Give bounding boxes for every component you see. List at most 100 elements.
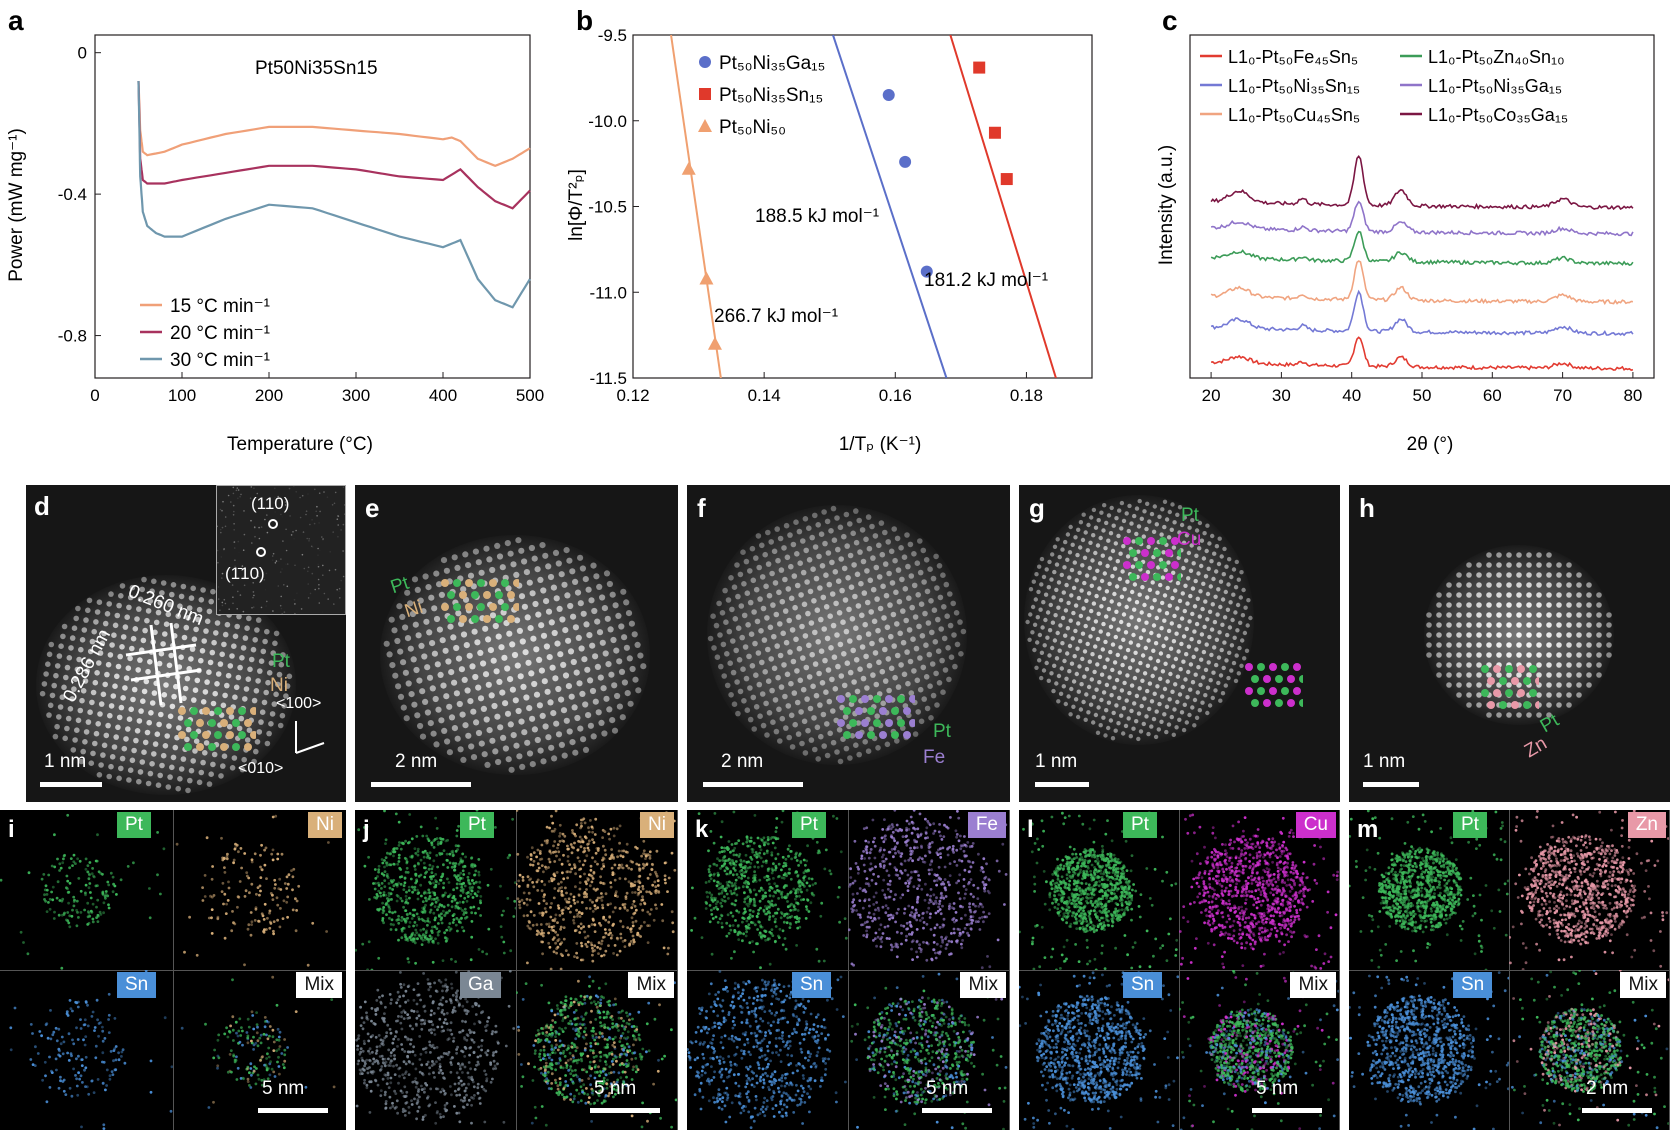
atom-overlay-g1 bbox=[1123, 537, 1181, 581]
micrograph-f: f Pt Fe 2 nm bbox=[687, 485, 1010, 802]
scale-label-h: 1 nm bbox=[1363, 751, 1406, 772]
scale-bar-l bbox=[1252, 1108, 1322, 1113]
scale-label-d: 1 nm bbox=[44, 751, 87, 772]
eds-quadrant-m-br bbox=[1511, 970, 1670, 1130]
fft-inset: (110) (1̄10) bbox=[216, 485, 346, 615]
eds-quadrant-i-tr bbox=[173, 814, 346, 971]
panel-label-i: i bbox=[8, 816, 15, 843]
series-line-1 bbox=[1210, 289, 1634, 337]
eds-quadrant-l-tl bbox=[1019, 810, 1180, 971]
x-tick-label: 0.14 bbox=[748, 386, 781, 405]
legend-label: L1₀-Pt₅₀Cu₄₅Sn₅ bbox=[1228, 105, 1360, 125]
panel-label-l: l bbox=[1027, 816, 1034, 843]
element-label-pt: Pt bbox=[272, 651, 290, 672]
x-tick-label: 300 bbox=[342, 386, 370, 405]
x-tick-label: 100 bbox=[168, 386, 196, 405]
eds-quadrant-j-tr bbox=[516, 810, 678, 971]
direction-arrows bbox=[295, 721, 325, 754]
chart-c-xlabel: 2θ (°) bbox=[1407, 434, 1454, 455]
legend-label: Pt₅₀Ni₅₀ bbox=[719, 117, 786, 138]
panel-label-e: e bbox=[365, 493, 380, 523]
fft-label-110: (110) bbox=[251, 494, 290, 513]
x-tick-label: 60 bbox=[1483, 386, 1502, 405]
element-label-fe: Fe bbox=[923, 747, 946, 768]
chart-c-ylabel: Intensity (a.u.) bbox=[1156, 145, 1177, 265]
eds-element-label: Fe bbox=[967, 812, 1006, 838]
element-label-pt: Pt bbox=[933, 721, 951, 742]
series-line-3 bbox=[1210, 230, 1634, 266]
x-tick-label: 400 bbox=[429, 386, 457, 405]
series-line-5 bbox=[1210, 154, 1634, 211]
eds-quadrant-i-tl bbox=[0, 810, 174, 971]
eds-element-label: Mix bbox=[1620, 972, 1666, 998]
x-tick-label: 0.18 bbox=[1010, 386, 1043, 405]
direction-label-100: <100> bbox=[276, 695, 322, 712]
data-point bbox=[882, 89, 895, 102]
chart-b: b 0.12 0.14 0.16 0.18 -9.5 -10.0 -10.5 -11.0 -11… bbox=[566, 5, 1093, 455]
y-tick-label: -11.0 bbox=[590, 283, 628, 302]
scale-bar-f bbox=[703, 782, 803, 787]
eds-map-m: Pt Zn Sn Mix m 2 nm bbox=[1349, 810, 1670, 1130]
legend-marker bbox=[699, 88, 711, 100]
x-tick-label: 70 bbox=[1553, 386, 1572, 405]
data-point bbox=[707, 336, 722, 350]
eds-element-label: Pt bbox=[1123, 812, 1157, 838]
eds-quadrant-i-br bbox=[180, 975, 336, 1113]
fit-line-0 bbox=[832, 35, 948, 378]
atom-overlay-g2 bbox=[1245, 663, 1303, 707]
data-point bbox=[973, 61, 986, 74]
x-tick-label: 40 bbox=[1342, 386, 1361, 405]
eds-element-label: Cu bbox=[1295, 812, 1336, 838]
lattice-spacing-markers bbox=[125, 622, 202, 706]
legend-label: L1₀-Pt₅₀Ni₃₅Ga₁₅ bbox=[1428, 76, 1562, 96]
eds-quadrant-j-tl bbox=[355, 810, 517, 971]
legend-label: 15 °C min⁻¹ bbox=[170, 296, 270, 317]
data-point bbox=[699, 271, 714, 285]
data-point bbox=[681, 161, 696, 175]
y-tick-label: -0.4 bbox=[58, 185, 87, 204]
micrograph-d: (110) (1̄10) d 0.260 nm 0.286 nm Pt Ni <… bbox=[26, 485, 346, 802]
panel-label-k: k bbox=[695, 816, 709, 843]
atom-overlay-d bbox=[178, 707, 256, 751]
eds-element-label: Pt bbox=[460, 812, 494, 838]
scale-label-j: 5 nm bbox=[594, 1078, 637, 1099]
series-line-4 bbox=[1210, 200, 1634, 237]
eds-map-j: Pt Ni Ga Mix j 5 nm bbox=[355, 810, 678, 1130]
eds-quadrant-j-br bbox=[516, 970, 678, 1130]
panel-label-m: m bbox=[1357, 816, 1379, 843]
panel-label-h: h bbox=[1359, 493, 1375, 523]
scale-bar-e bbox=[371, 782, 471, 787]
eds-element-label: Pt bbox=[792, 812, 826, 838]
fft-label-1-10: (1̄10) bbox=[225, 564, 265, 583]
eds-element-label: Ni bbox=[640, 812, 674, 838]
x-tick-label: 0.16 bbox=[879, 386, 912, 405]
legend-label: L1₀-Pt₅₀Ni₃₅Sn₁₅ bbox=[1228, 76, 1360, 96]
legend-marker bbox=[698, 119, 712, 132]
eds-element-label: Mix bbox=[1290, 972, 1336, 998]
eds-map-k: Pt Fe Sn Mix k 5 nm bbox=[687, 810, 1010, 1130]
activation-energy-label: 266.7 kJ mol⁻¹ bbox=[714, 306, 838, 327]
y-tick-label: -10.0 bbox=[588, 112, 627, 131]
eds-quadrant-k-br bbox=[850, 970, 1010, 1130]
legend-label: 30 °C min⁻¹ bbox=[170, 350, 270, 371]
micrograph-e: e Pt Ni 2 nm bbox=[355, 485, 678, 802]
series-line-0 bbox=[137, 80, 531, 167]
chart-a-ylabel: Power (mW mg⁻¹) bbox=[6, 128, 27, 282]
x-tick-label: 20 bbox=[1202, 386, 1221, 405]
data-point bbox=[899, 155, 912, 168]
element-label-pt: Pt bbox=[1181, 505, 1199, 526]
eds-element-label: Sn bbox=[1453, 972, 1493, 998]
panel-label-b: b bbox=[576, 5, 593, 36]
legend-label: Pt₅₀Ni₃₅Ga₁₅ bbox=[719, 53, 825, 74]
scale-label-i: 5 nm bbox=[262, 1078, 305, 1099]
eds-map-i: Pt Ni Sn Mix i 5 nm bbox=[0, 810, 346, 1130]
x-tick-label: 0 bbox=[90, 386, 99, 405]
legend-label: L1₀-Pt₅₀Fe₄₅Sn₅ bbox=[1228, 47, 1358, 67]
activation-energy-label: 188.5 kJ mol⁻¹ bbox=[755, 206, 879, 227]
series-line-0 bbox=[1210, 336, 1634, 371]
eds-element-label: Sn bbox=[792, 972, 832, 998]
y-tick-label: 0 bbox=[78, 44, 87, 63]
eds-quadrant-l-br bbox=[1179, 970, 1340, 1130]
y-tick-label: -0.8 bbox=[58, 327, 87, 346]
scale-label-g: 1 nm bbox=[1035, 751, 1078, 772]
